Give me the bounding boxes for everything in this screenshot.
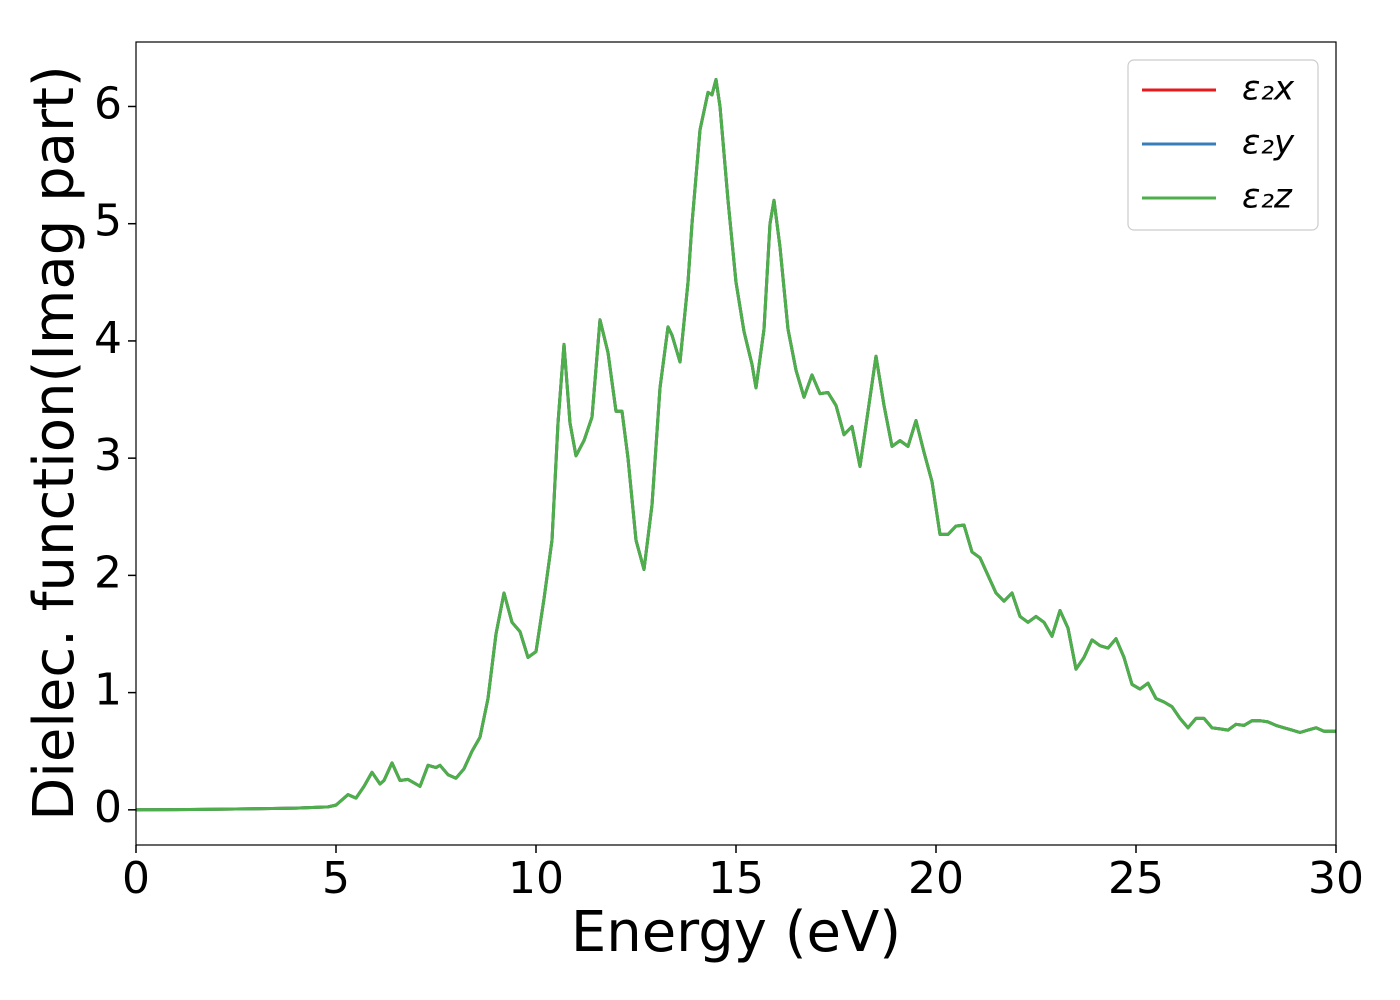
- y-tick-label: 4: [94, 313, 122, 364]
- legend-box: [1127, 59, 1319, 231]
- x-tick-label: 20: [908, 853, 964, 904]
- x-axis-label: Energy (eV): [571, 900, 901, 965]
- y-tick-label: 5: [94, 196, 122, 247]
- y-tick-label: 2: [94, 547, 122, 598]
- data-line: [135, 78, 1336, 812]
- x-tick-label: 25: [1108, 853, 1164, 904]
- y-tick-label: 1: [94, 665, 122, 716]
- y-tick-label: 0: [94, 782, 122, 833]
- plot-frame: [135, 41, 1337, 846]
- y-tick-label: 6: [94, 78, 122, 129]
- legend-label: ε₂z: [1242, 177, 1293, 217]
- x-tick-label: 10: [508, 853, 564, 904]
- x-tick-label: 5: [322, 853, 350, 904]
- legend-label: ε₂x: [1242, 69, 1295, 109]
- x-tick-label: 0: [122, 853, 150, 904]
- x-tick-label: 30: [1308, 853, 1364, 904]
- x-tick-label: 15: [708, 853, 764, 904]
- legend-label: ε₂y: [1242, 123, 1295, 163]
- y-axis-label: Dielec. function(Imag part): [22, 65, 87, 821]
- y-tick-label: 3: [94, 430, 122, 481]
